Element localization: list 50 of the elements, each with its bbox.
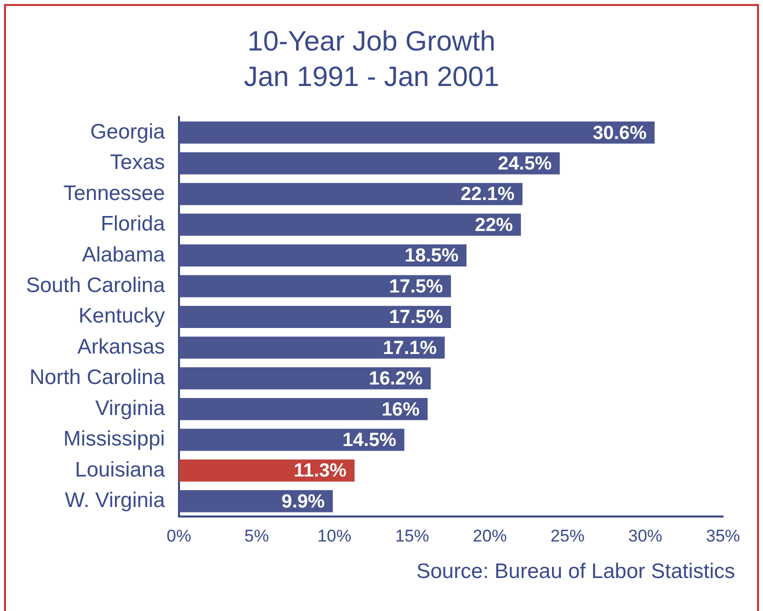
y-tick-label: Georgia [90,120,166,144]
x-tick-label: 25% [550,526,585,546]
bar [178,336,445,359]
y-tick-label: Texas [110,151,165,174]
data-label: 9.9% [282,491,325,512]
y-tick-label: Tennessee [63,182,165,205]
data-label: 16% [382,399,420,420]
bar [178,398,428,420]
x-tick-label: 35% [706,526,740,546]
data-label: 16.2% [368,368,423,390]
data-label: 17.1% [382,338,437,359]
y-tick-label: South Carolina [26,274,166,297]
y-tick-label: Florida [100,212,166,236]
data-label: 17.5% [389,276,444,298]
data-label: 11.3% [294,460,347,482]
bar [178,490,333,512]
bar [178,152,560,174]
data-label: 17.5% [389,307,444,328]
chart-subtitle: Jan 1991 - Jan 2001 [244,61,500,92]
bar [178,275,451,298]
x-tick-label: 20% [472,526,507,546]
y-tick-label: Mississippi [63,428,165,451]
y-tick-label: Virginia [95,396,166,420]
bar [178,306,451,328]
y-tick-label: W. Virginia [64,489,166,512]
data-label: 30.6% [592,122,647,144]
data-label: 14.5% [342,430,396,452]
x-tick-label: 10% [317,526,352,546]
bar [178,182,522,206]
data-label: 18.5% [404,246,459,267]
y-tick-label: Louisiana [75,458,166,482]
bar [178,244,467,267]
data-label: 24.5% [498,154,552,175]
bar [178,459,355,482]
y-tick-label: North Carolina [30,366,166,390]
x-tick-label: 30% [628,526,662,546]
y-tick-label: Kentucky [78,304,166,328]
data-label: 22.1% [460,184,515,206]
bar [178,214,521,236]
bar [178,122,655,144]
data-label: 22% [474,214,514,236]
x-tick-label: 0% [166,526,192,546]
x-tick-label: 15% [395,526,430,546]
chart-title: 10-Year Job Growth [248,26,496,57]
y-tick-label: Alabama [82,243,166,266]
bar [178,428,404,451]
source-note: Source: Bureau of Labor Statistics [416,560,735,584]
y-tick-label: Arkansas [77,335,165,358]
bar [178,367,431,390]
x-tick-label: 5% [244,526,269,546]
